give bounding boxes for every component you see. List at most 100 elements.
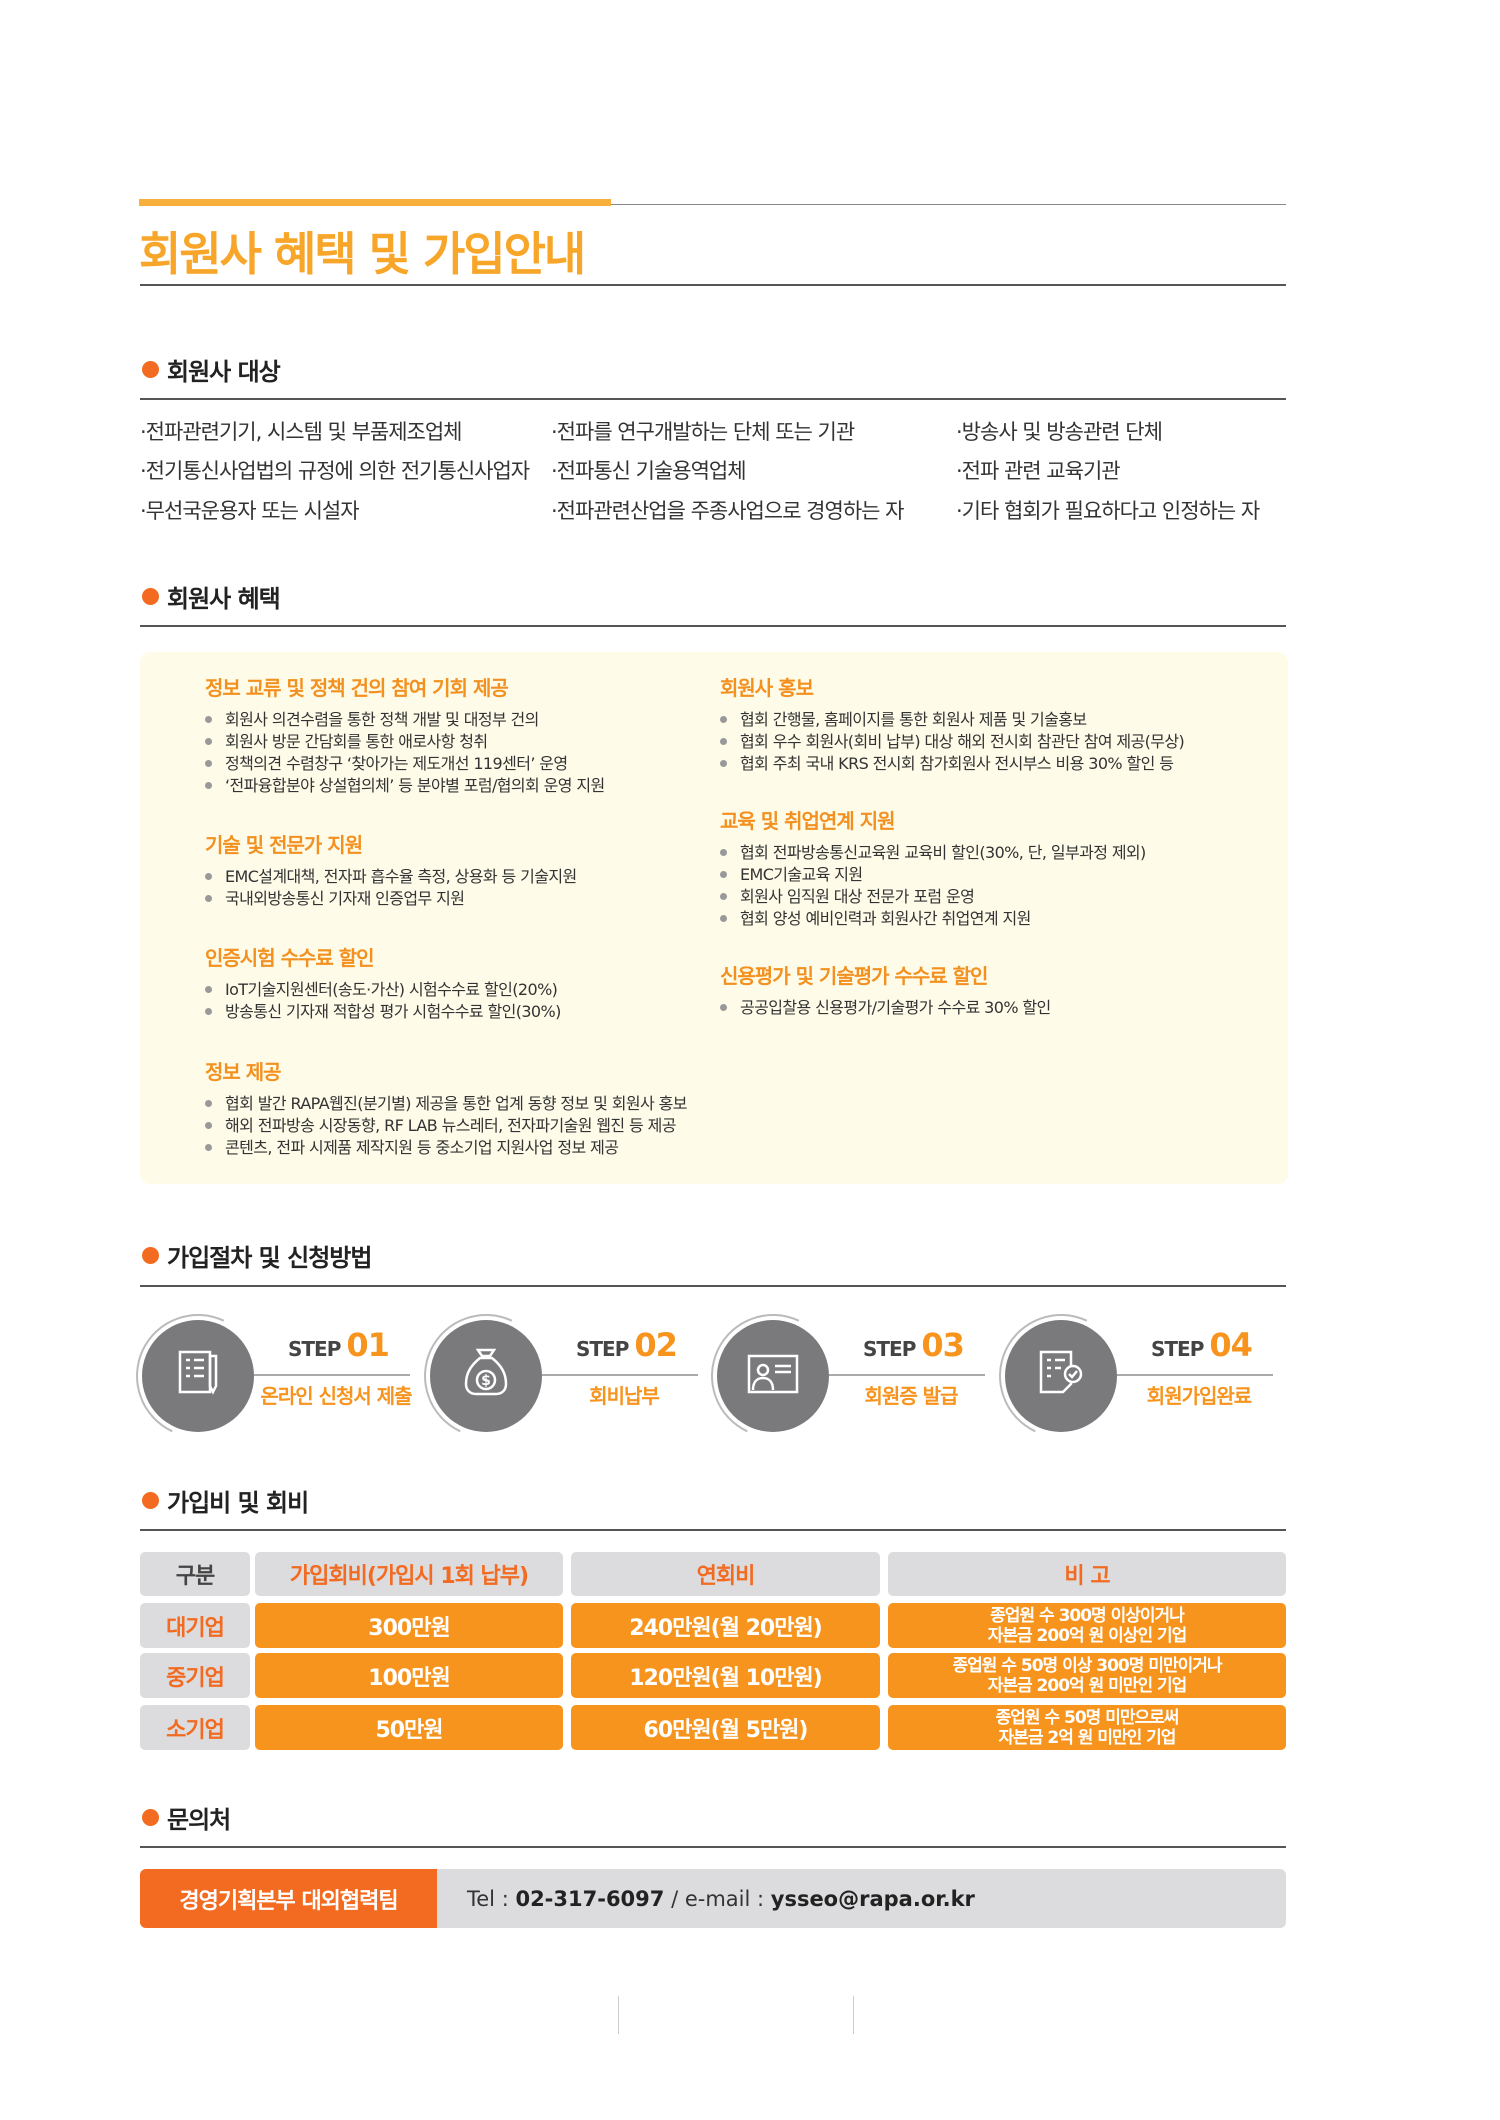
benefit-item: IoT기술지원센터(송도·가산) 시험수수료 할인(20%) — [205, 979, 561, 1001]
divider — [853, 1996, 854, 2034]
title-top-line — [611, 204, 1286, 205]
benefit-item: 콘텐츠, 전파 시제품 제작지원 등 중소기업 지원사업 정보 제공 — [205, 1137, 687, 1159]
step-no: 03 — [921, 1326, 965, 1364]
benefit-item: 협회 우수 회원사(회비 납부) 대상 해외 전시회 참관단 참여 제공(무상) — [720, 731, 1185, 753]
step-label: 회원증 발급 — [864, 1384, 959, 1408]
note-line: 자본금 200억 원 이상인 기업 — [987, 1625, 1188, 1646]
step-connector — [254, 1374, 410, 1376]
section-heading-procedure: 가입절차 및 신청방법 — [142, 1238, 372, 1273]
step-label: 회비납부 — [589, 1384, 660, 1408]
contact-bar: 경영기획본부 대외협력팀 Tel : 02-317-6097 / e-mail … — [140, 1869, 1286, 1928]
section-title: 문의처 — [167, 1806, 231, 1834]
note-cell: 종업원 수 50명 미만으로써 자본금 2억 원 미만인 기업 — [888, 1705, 1286, 1750]
step-number: STEP 02 — [576, 1326, 678, 1364]
divider — [140, 284, 1286, 286]
benefit-item: EMC기술교육 지원 — [720, 864, 1146, 886]
benefit-item: 협회 전파방송통신교육원 교육비 할인(30%, 단, 일부과정 제외) — [720, 842, 1146, 864]
benefit-item: ‘전파융합분야 상설협의체’ 등 분야별 포럼/협의회 운영 지원 — [205, 775, 605, 797]
benefit-item: 협회 간행물, 홈페이지를 통한 회원사 제품 및 기술홍보 — [720, 709, 1184, 731]
benefit-item: 협회 양성 예비인력과 회원사간 취업연계 지원 — [720, 908, 1146, 930]
table-header: 비 고 — [888, 1552, 1286, 1596]
target-item: ·무선국운용자 또는 시설자 — [140, 499, 360, 523]
annual-fee: 60만원(월 5만원) — [571, 1705, 880, 1750]
bullet-dot-icon — [142, 1492, 159, 1509]
benefit-item: 협회 주최 국내 KRS 전시회 참가회원사 전시부스 비용 30% 할인 등 — [720, 753, 1184, 775]
benefit-list: 협회 간행물, 홈페이지를 통한 회원사 제품 및 기술홍보 협회 우수 회원사(… — [720, 709, 1185, 775]
benefit-group: 교육 및 취업연계 지원 협회 전파방송통신교육원 교육비 할인(30%, 단, … — [720, 805, 1146, 930]
annual-fee: 120만원(월 10만원) — [571, 1653, 880, 1698]
step-circle — [1005, 1320, 1117, 1432]
contact-info: Tel : 02-317-6097 / e-mail : ysseo@rapa.… — [437, 1887, 975, 1911]
bullet-dot-icon — [142, 1247, 159, 1264]
divider — [140, 1285, 1286, 1287]
benefit-item: 해외 전파방송 시장동향, RF LAB 뉴스레터, 전자파기술원 웹진 등 제… — [205, 1115, 687, 1137]
join-fee: 100만원 — [255, 1653, 563, 1698]
benefit-group: 신용평가 및 기술평가 수수료 할인 공공입찰용 신용평가/기술평가 수수료 30… — [720, 960, 1051, 1019]
benefit-item: 회원사 의견수렴을 통한 정책 개발 및 대정부 건의 — [205, 709, 605, 731]
tel-number[interactable]: 02-317-6097 — [515, 1886, 665, 1911]
step-label: 회원가입완료 — [1146, 1384, 1252, 1408]
section-heading-benefits: 회원사 혜택 — [142, 579, 281, 614]
benefit-title: 정보 제공 — [205, 1060, 282, 1084]
section-heading-contact: 문의처 — [142, 1800, 231, 1835]
step-word: STEP — [863, 1337, 916, 1361]
contact-team: 경영기획본부 대외협력팀 — [140, 1869, 437, 1928]
benefit-item: 정책의견 수렴창구 ‘찾아가는 제도개선 119센터’ 운영 — [205, 753, 605, 775]
target-item: ·전파 관련 교육기관 — [956, 459, 1121, 483]
note-cell: 종업원 수 300명 이상이거나 자본금 200억 원 이상인 기업 — [888, 1603, 1286, 1648]
benefit-item: 협회 발간 RAPA웹진(분기별) 제공을 통한 업계 동향 정보 및 회원사 … — [205, 1093, 687, 1115]
bullet-dot-icon — [142, 361, 159, 378]
member-card-icon — [741, 1342, 805, 1410]
step-word: STEP — [288, 1337, 341, 1361]
table-header: 가입회비(가입시 1회 납부) — [255, 1552, 563, 1596]
divider — [140, 1529, 1286, 1531]
row-label: 대기업 — [140, 1603, 250, 1648]
benefit-item: EMC설계대책, 전자파 흡수율 측정, 상용화 등 기술지원 — [205, 866, 577, 888]
section-title: 회원사 혜택 — [167, 585, 281, 613]
step-word: STEP — [1151, 1337, 1204, 1361]
tel-label: Tel : — [467, 1886, 516, 1911]
benefit-title: 회원사 홍보 — [720, 676, 814, 700]
benefit-title: 정보 교류 및 정책 건의 참여 기회 제공 — [205, 676, 509, 700]
title-accent-bar — [139, 199, 611, 206]
svg-text:$: $ — [481, 1373, 491, 1389]
benefit-item: 국내외방송통신 기자재 인증업무 지원 — [205, 888, 577, 910]
note-line: 자본금 200억 원 미만인 기업 — [987, 1675, 1188, 1696]
divider — [140, 1846, 1286, 1848]
section-heading-fees: 가입비 및 회비 — [142, 1483, 309, 1518]
step-connector — [829, 1374, 985, 1376]
email-label: / e-mail : — [664, 1886, 771, 1911]
step-circle — [717, 1320, 829, 1432]
benefit-list: 협회 전파방송통신교육원 교육비 할인(30%, 단, 일부과정 제외) EMC기… — [720, 842, 1146, 930]
step-no: 01 — [346, 1326, 390, 1364]
step-number: STEP 04 — [1151, 1326, 1253, 1364]
step-connector — [542, 1374, 698, 1376]
join-fee: 300만원 — [255, 1603, 563, 1648]
row-label: 중기업 — [140, 1653, 250, 1698]
note-cell: 종업원 수 50명 이상 300명 미만이거나 자본금 200억 원 미만인 기업 — [888, 1653, 1286, 1698]
benefit-item: 회원사 방문 간담회를 통한 애로사항 청취 — [205, 731, 605, 753]
benefit-list: 공공입찰용 신용평가/기술평가 수수료 30% 할인 — [720, 997, 1051, 1019]
benefit-list: EMC설계대책, 전자파 흡수율 측정, 상용화 등 기술지원 국내외방송통신 기… — [205, 866, 577, 910]
benefit-item: 회원사 임직원 대상 전문가 포럼 운영 — [720, 886, 1146, 908]
benefit-list: IoT기술지원센터(송도·가산) 시험수수료 할인(20%) 방송통신 기자재 적… — [205, 979, 561, 1023]
divider — [140, 398, 1286, 400]
target-item: ·전파관련기기, 시스템 및 부품제조업체 — [140, 420, 462, 444]
target-item: ·전파를 연구개발하는 단체 또는 기관 — [551, 420, 855, 444]
note-line: 종업원 수 50명 이상 300명 미만이거나 — [952, 1655, 1222, 1676]
divider — [140, 625, 1286, 627]
step-circle — [142, 1320, 254, 1432]
page-title: 회원사 혜택 및 가입안내 — [139, 227, 586, 281]
join-fee: 50만원 — [255, 1705, 563, 1750]
row-label: 소기업 — [140, 1705, 250, 1750]
target-item: ·전파관련산업을 주종사업으로 경영하는 자 — [551, 499, 904, 523]
section-title: 가입절차 및 신청방법 — [167, 1244, 372, 1272]
benefit-title: 기술 및 전문가 지원 — [205, 833, 363, 857]
section-title: 회원사 대상 — [167, 358, 281, 386]
bullet-dot-icon — [142, 588, 159, 605]
email-address[interactable]: ysseo@rapa.or.kr — [770, 1886, 975, 1911]
benefit-list: 회원사 의견수렴을 통한 정책 개발 및 대정부 건의 회원사 방문 간담회를 통… — [205, 709, 605, 797]
benefit-group: 인증시험 수수료 할인 IoT기술지원센터(송도·가산) 시험수수료 할인(20%… — [205, 942, 561, 1023]
